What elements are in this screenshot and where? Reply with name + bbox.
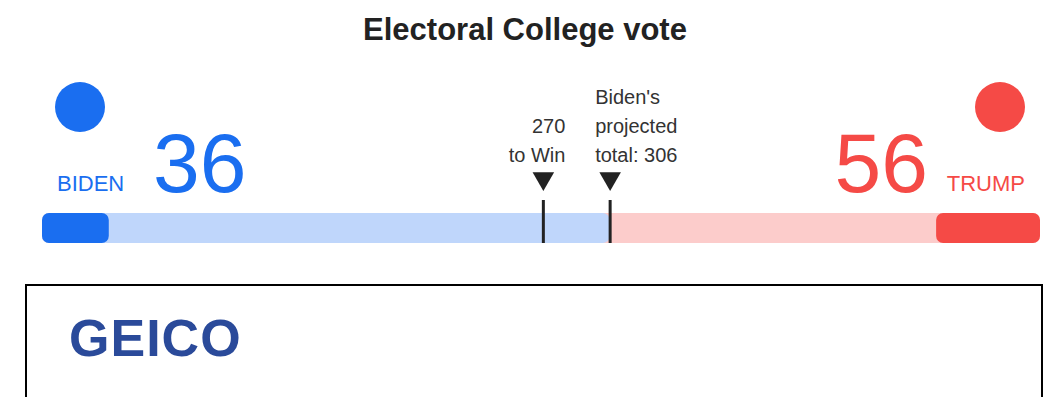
- html-text:GEICO: GEICO: [69, 309, 242, 367]
- html-text:TRUMP: TRUMP: [946, 171, 1025, 196]
- html-text:Electoral College vote: Electoral College vote: [363, 12, 687, 47]
- html-text:BIDEN: BIDEN: [57, 171, 125, 196]
- svg-text:270to Win: 270to Win: [509, 115, 566, 166]
- svg-text:Biden'sprojectedtotal: 306: Biden'sprojectedtotal: 306: [595, 86, 677, 166]
- html-text:36: 36: [153, 116, 247, 210]
- html-text:56: 56: [834, 116, 928, 210]
